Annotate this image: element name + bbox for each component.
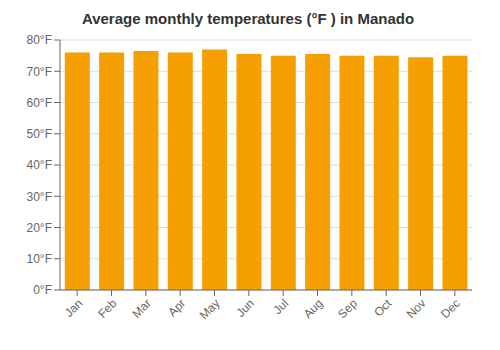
- svg-text:80°F: 80°F: [27, 33, 52, 47]
- svg-text:30°F: 30°F: [27, 190, 52, 204]
- svg-text:Sep: Sep: [335, 296, 360, 321]
- svg-text:Aug: Aug: [301, 296, 326, 321]
- svg-text:Nov: Nov: [404, 296, 429, 321]
- svg-text:Feb: Feb: [95, 296, 120, 321]
- svg-text:0°F: 0°F: [33, 283, 52, 297]
- svg-text:Jul: Jul: [271, 296, 292, 317]
- svg-text:Dec: Dec: [438, 296, 463, 321]
- svg-text:70°F: 70°F: [27, 65, 52, 79]
- svg-text:Jun: Jun: [233, 296, 257, 320]
- svg-text:60°F: 60°F: [27, 96, 52, 110]
- svg-text:50°F: 50°F: [27, 127, 52, 141]
- svg-text:May: May: [197, 296, 223, 322]
- svg-text:Mar: Mar: [129, 296, 154, 321]
- svg-text:Apr: Apr: [165, 296, 188, 319]
- svg-text:Oct: Oct: [371, 296, 395, 320]
- svg-text:40°F: 40°F: [27, 158, 52, 172]
- html-text:Average monthly temperatures (: Average monthly temperatures (°F ) in Ma…: [81, 10, 415, 27]
- svg-text:20°F: 20°F: [27, 221, 52, 235]
- svg-text:10°F: 10°F: [27, 252, 52, 266]
- svg-text:Jan: Jan: [62, 296, 86, 320]
